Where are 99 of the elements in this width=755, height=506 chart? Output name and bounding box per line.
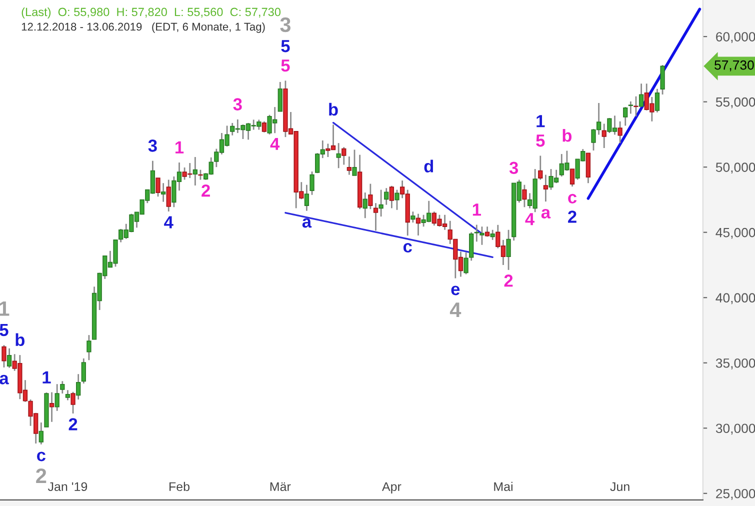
annotation: 5 xyxy=(0,324,8,336)
annotation: 1 xyxy=(536,115,545,128)
annotation: b xyxy=(329,102,338,116)
candlestick xyxy=(54,383,60,412)
annotation: b xyxy=(16,333,25,346)
y-tick-label: 60,000 xyxy=(716,32,755,44)
y-tick-label: 55,000 xyxy=(716,97,755,108)
candlestick xyxy=(60,380,65,394)
candlestick xyxy=(618,120,622,144)
candlestick xyxy=(623,106,628,126)
annotation: 2 xyxy=(568,210,576,223)
candlestick xyxy=(156,177,160,198)
annotation: c xyxy=(37,452,46,462)
y-tick-label: 45,000 xyxy=(716,228,755,239)
candlestick xyxy=(198,169,203,180)
annotation: c xyxy=(568,194,577,204)
x-tick-label: Mär xyxy=(270,482,291,492)
annotation: d xyxy=(424,160,434,172)
text: 12.12.2018 - 13.06.2019 (EDT, 6 Monate, 1 Tag) xyxy=(22,22,265,33)
candlestick xyxy=(368,183,373,210)
candlestick xyxy=(394,189,400,211)
annotation: 5 xyxy=(281,40,290,52)
candlestick xyxy=(634,96,638,118)
text: 57,730 xyxy=(714,60,754,72)
annotation: e xyxy=(451,286,460,296)
annotation: 1 xyxy=(0,301,10,316)
candlestick xyxy=(304,184,310,212)
candlestick xyxy=(65,389,70,401)
candlestick xyxy=(70,391,76,414)
candlestick xyxy=(464,252,468,275)
candlestick xyxy=(81,358,86,384)
y-tick-label: 35,000 xyxy=(716,358,755,370)
annotation: 2 xyxy=(68,418,78,430)
candlestick xyxy=(49,392,54,423)
candlestick xyxy=(469,232,474,262)
candlestick xyxy=(389,185,394,209)
candlestick xyxy=(378,189,384,218)
y-tick-label: 30,000 xyxy=(716,424,755,435)
candlestick xyxy=(543,174,548,202)
candlestick xyxy=(384,187,389,206)
candlestick xyxy=(342,146,346,166)
candlestick xyxy=(362,192,368,219)
annotation: 3 xyxy=(148,140,157,152)
candlestick xyxy=(570,168,575,188)
candlestick xyxy=(2,344,6,368)
candlestick xyxy=(506,229,511,271)
x-tick-label: Jun xyxy=(610,482,630,492)
candlestick xyxy=(262,120,267,134)
annotation: a xyxy=(541,208,551,218)
candlestick xyxy=(638,82,644,108)
x-tick-label: Feb xyxy=(170,482,190,492)
candlestick xyxy=(76,373,81,400)
annotation: 3 xyxy=(509,162,518,174)
annotation: 3 xyxy=(233,98,242,110)
candlestick xyxy=(628,100,634,114)
annotation: c xyxy=(403,243,412,253)
candlestick xyxy=(538,155,543,180)
annotation: 5 xyxy=(281,60,290,72)
candlestick xyxy=(86,334,92,361)
annotation: 1 xyxy=(472,204,482,216)
y-tick-label: 40,000 xyxy=(716,293,755,304)
y-tick-label: 25,000 xyxy=(716,488,755,500)
candlestick xyxy=(373,202,378,232)
candlestick xyxy=(660,64,665,96)
candlestick xyxy=(410,210,416,224)
candlestick xyxy=(654,88,660,114)
candlestick xyxy=(346,156,352,176)
annotation: 3 xyxy=(280,17,291,32)
candlestick xyxy=(192,156,198,186)
annotation: 1 xyxy=(176,141,184,154)
annotation: 2 xyxy=(36,468,46,484)
x-tick-label: Jan '19 xyxy=(48,482,88,492)
text: (Last) O: 55,980 H: 57,820 L: 55,560 C: 57,730 xyxy=(22,8,281,18)
y-tick-label: 50,000 xyxy=(716,162,755,174)
candlestick xyxy=(310,170,314,196)
candlestick xyxy=(160,182,166,202)
candlestick xyxy=(38,422,44,446)
candlestick xyxy=(166,179,171,212)
annotation: 2 xyxy=(504,274,513,287)
annotation: a xyxy=(0,374,9,384)
candlestick xyxy=(336,142,341,169)
candlestick xyxy=(522,184,527,208)
annotation: 4 xyxy=(525,213,535,226)
candlestick xyxy=(278,81,282,112)
x-tick-label: Apr xyxy=(382,482,402,494)
annotation: a xyxy=(302,218,312,228)
annotation: 4 xyxy=(164,216,174,228)
candlestick xyxy=(352,149,357,176)
candlestick xyxy=(6,348,12,369)
annotation: b xyxy=(562,129,572,142)
candlestick xyxy=(602,123,606,149)
annotation: 4 xyxy=(450,302,462,317)
annotation: 2 xyxy=(202,184,210,197)
x-tick-label: Mai xyxy=(494,482,512,492)
candlestick xyxy=(416,213,421,236)
annotation: 1 xyxy=(42,371,51,384)
annotation: 4 xyxy=(270,138,280,150)
candlestick xyxy=(490,229,495,241)
annotation: 5 xyxy=(536,134,545,147)
